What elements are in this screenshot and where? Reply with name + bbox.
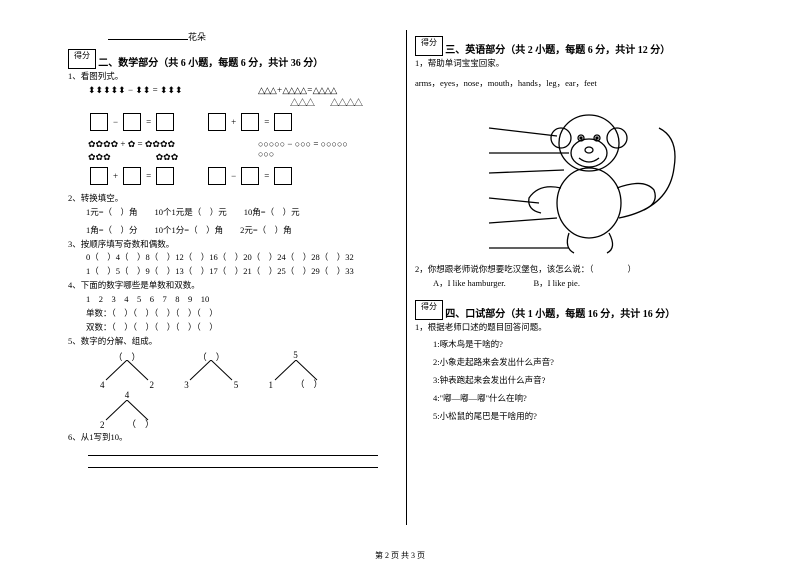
score-box-4: 得分: [415, 300, 443, 320]
section-4-header: 得分 四、口试部分（共 1 小题，每题 16 分，共计 16 分）: [415, 300, 742, 320]
oral-1: 1:啄木鸟是干啥的?: [433, 339, 742, 351]
q6-label: 6、从1写到10。: [68, 432, 398, 444]
shapes-r2a: ✿✿✿✿ + ✿ = ✿✿✿✿✿✿✿ ✿✿✿: [88, 139, 228, 163]
shapes-r1b: △△△ + △△△△ = △△△△ △△△ △△△△: [258, 85, 398, 109]
eng-q2: 2，你想跟老师说你想要吃汉堡包，该怎么说：（ ）: [415, 264, 742, 276]
tree-4: 4 2（ ）: [92, 390, 162, 430]
monkey-illustration: [415, 98, 742, 258]
section-3-header: 得分 三、英语部分（共 2 小题，每题 6 分，共计 12 分）: [415, 36, 742, 56]
eng-q2-b: B，I like pie.: [533, 278, 580, 288]
shapes-r2b: ○○○○○ − ○○○ = ○○○○○○○○: [258, 139, 398, 163]
flower-blank: 花朵: [68, 30, 398, 43]
eng-words: arms，eyes，nose，mouth，hands，leg，ear，feet: [415, 78, 742, 90]
oral-4: 4:"嘟—嘟—嘟"什么在响?: [433, 393, 742, 405]
q6-line-1: [88, 446, 378, 456]
section-3-title: 三、英语部分（共 2 小题，每题 6 分，共计 12 分）: [445, 45, 670, 56]
q3-label: 3、按顺序填写奇数和偶数。: [68, 239, 398, 251]
eng-q2-a: A，I like hamburger.: [433, 278, 506, 288]
eng-q2-opts: A，I like hamburger. B，I like pie.: [433, 278, 742, 290]
page-footer: 第 2 页 共 3 页: [0, 550, 800, 561]
q2-l1: 1元=（ ）角 10个1元是（ ）元 10角=（ ）元: [86, 207, 398, 219]
q3-l1: 0（ ）4（ ）8（ ）12（ ）16（ ）20（ ）24（ ）28（ ）32: [86, 252, 398, 264]
q4-even: 双数：（ ）（ ）（ ）（ ）（ ）: [86, 322, 398, 334]
eng-q1: 1，帮助单词宝宝回家。: [415, 58, 742, 70]
shapes-row-2: ✿✿✿✿ + ✿ = ✿✿✿✿✿✿✿ ✿✿✿ ○○○○○ − ○○○ = ○○○…: [88, 139, 398, 163]
oral-5: 5:小松鼠的尾巴是干啥用的?: [433, 411, 742, 423]
section-2-header: 得分 二、数学部分（共 6 小题，每题 6 分，共计 36 分）: [68, 49, 398, 69]
q4-odd: 单数：（ ）（ ）（ ）（ ）（ ）: [86, 308, 398, 320]
q6-line-2: [88, 458, 378, 468]
q4-label: 4、下面的数字哪些是单数和双数。: [68, 280, 398, 292]
score-box-3: 得分: [415, 36, 443, 56]
q4-nums: 1 2 3 4 5 6 7 8 9 10: [86, 294, 398, 306]
oral-2: 2:小象走起路来会发出什么声音?: [433, 357, 742, 369]
q3-l2: 1（ ）5（ ）9（ ）13（ ）17（ ）21（ ）25（ ）29（ ）33: [86, 266, 398, 278]
q2-l2: 1角=（ ）分 10个1分=（ ）角 2元=（ ）角: [86, 225, 398, 237]
tree-1: （ ） 42: [92, 350, 162, 390]
q2-label: 2、转换填空。: [68, 193, 398, 205]
oral-intro: 1，根据老师口述的题目回答问题。: [415, 322, 742, 334]
tree-3: 5 1（ ）: [261, 350, 331, 390]
eq-row-2: += −=: [88, 167, 398, 185]
tree-2: （ ） 35: [176, 350, 246, 390]
score-box: 得分: [68, 49, 96, 69]
flower-label: 花朵: [188, 32, 206, 42]
q5-label: 5、数字的分解、组成。: [68, 336, 398, 348]
trees: （ ） 42 （ ） 35 5 1（ ） 4 2（ ）: [86, 350, 398, 430]
oral-3: 3:钟表跑起来会发出什么声音?: [433, 375, 742, 387]
shapes-r1a: ⬍⬍⬍⬍⬍ − ⬍⬍ = ⬍⬍⬍: [88, 85, 228, 109]
section-4-title: 四、口试部分（共 1 小题，每题 16 分，共计 16 分）: [445, 309, 675, 320]
section-2-title: 二、数学部分（共 6 小题，每题 6 分，共计 36 分）: [98, 58, 323, 69]
q1-label: 1、看图列式。: [68, 71, 398, 83]
shapes-row-1: ⬍⬍⬍⬍⬍ − ⬍⬍ = ⬍⬍⬍ △△△ + △△△△ = △△△△ △△△ △…: [88, 85, 398, 109]
eq-row-1: −= +=: [88, 113, 398, 131]
